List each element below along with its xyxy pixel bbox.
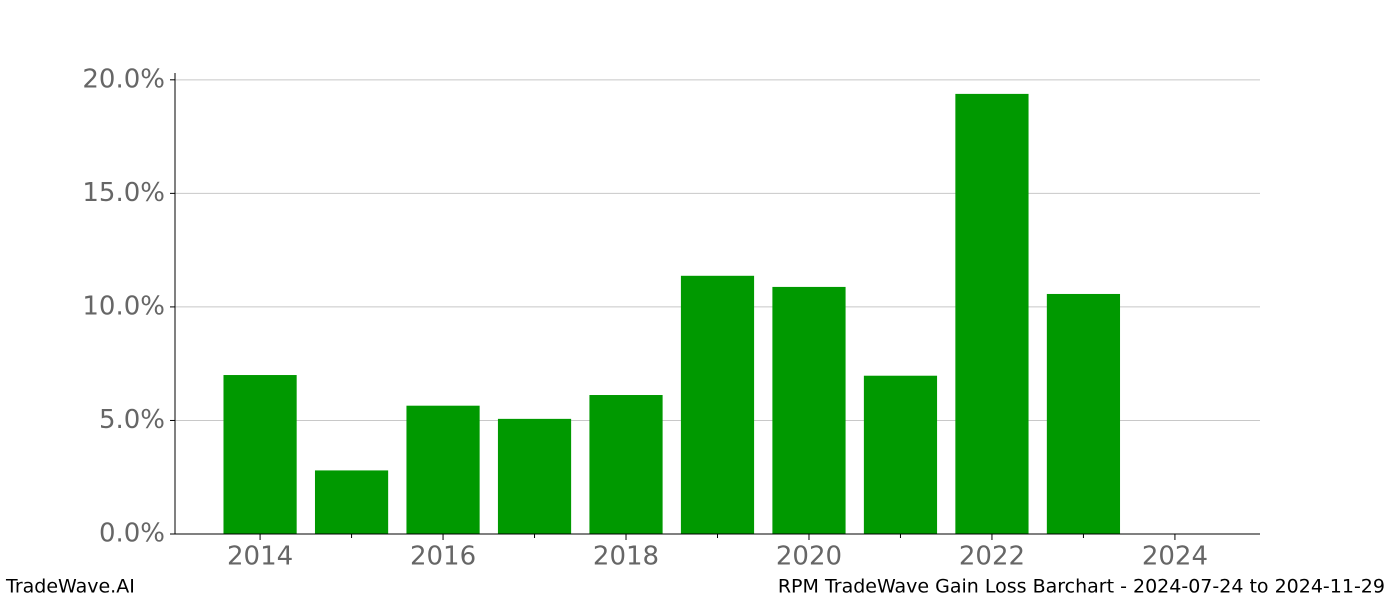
- y-tick-label: 10.0%: [82, 291, 165, 321]
- x-tick-label: 2022: [959, 542, 1025, 572]
- x-tick-label: 2014: [227, 542, 293, 572]
- footer-right: RPM TradeWave Gain Loss Barchart - 2024-…: [778, 576, 1385, 598]
- bar: [497, 418, 572, 534]
- bar: [223, 375, 297, 534]
- bar: [314, 470, 389, 534]
- y-tick-label: 20.0%: [82, 64, 165, 94]
- bar: [680, 275, 755, 534]
- x-tick-label: 2018: [593, 542, 659, 572]
- bar: [589, 395, 663, 534]
- x-tick-label: 2020: [776, 542, 842, 572]
- footer-left: TradeWave.AI: [5, 576, 135, 598]
- y-tick-label: 0.0%: [99, 519, 165, 549]
- bar: [863, 375, 938, 534]
- bar: [1046, 293, 1121, 534]
- bar: [406, 405, 480, 534]
- bar: [955, 93, 1029, 534]
- y-tick-label: 5.0%: [99, 405, 165, 435]
- x-tick-label: 2016: [410, 542, 476, 572]
- x-tick-label: 2024: [1142, 542, 1208, 572]
- bar: [772, 286, 846, 534]
- y-tick-label: 15.0%: [82, 178, 165, 208]
